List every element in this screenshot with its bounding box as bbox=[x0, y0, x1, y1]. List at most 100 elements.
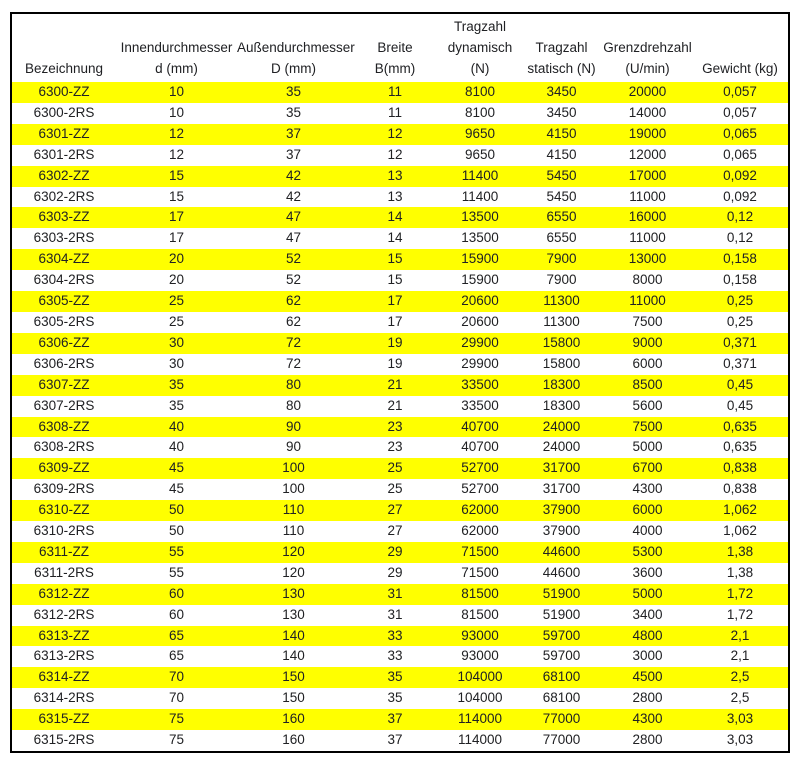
cell: 150 bbox=[282, 690, 305, 706]
table-row: 6309-2RS 45 100 25 52700 31700 4300 0,838 bbox=[11, 479, 789, 500]
cell: 27 bbox=[387, 523, 403, 539]
cell: 12 bbox=[168, 146, 185, 162]
cell: 6310-2RS bbox=[33, 523, 95, 539]
cell: 0,12 bbox=[726, 230, 754, 246]
cell: 6301-ZZ bbox=[11, 123, 116, 145]
table-row: 6306-2RS 30 72 19 29900 15800 6000 0,371 bbox=[11, 354, 789, 375]
cell: 15 bbox=[116, 165, 237, 187]
table-row: 6300-2RS 10 35 11 8100 3450 14000 0,057 bbox=[11, 103, 789, 124]
cell: 11000 bbox=[629, 230, 666, 246]
cell: 17 bbox=[387, 313, 403, 329]
cell: 0,057 bbox=[692, 82, 789, 103]
table-row: 6315-2RS 75 160 37 114000 77000 2800 3,03 bbox=[11, 730, 789, 752]
cell: 19 bbox=[350, 332, 440, 354]
cell: 100 bbox=[282, 481, 305, 497]
cell: 20 bbox=[116, 249, 237, 271]
cell: 6309-2RS bbox=[33, 481, 95, 497]
cell: 40700 bbox=[461, 439, 499, 455]
cell: 29 bbox=[350, 541, 440, 563]
cell: 14 bbox=[350, 207, 440, 229]
cell: 0,12 bbox=[692, 207, 789, 229]
cell: 5450 bbox=[546, 188, 577, 204]
cell: 35 bbox=[387, 690, 403, 706]
cell: 3600 bbox=[632, 564, 663, 580]
table-row: 6301-2RS 12 37 12 9650 4150 12000 0,065 bbox=[11, 145, 789, 166]
cell: 31700 bbox=[542, 481, 581, 497]
cell: 13 bbox=[350, 165, 440, 187]
cell: 35 bbox=[116, 374, 237, 396]
cell: 8100 bbox=[440, 82, 520, 103]
cell: 12 bbox=[116, 123, 237, 145]
cell: 6000 bbox=[632, 355, 663, 371]
cell: 23 bbox=[350, 416, 440, 438]
cell: 20000 bbox=[603, 82, 692, 103]
cell: 90 bbox=[285, 439, 302, 455]
cell: 60 bbox=[168, 606, 185, 622]
cell: 71500 bbox=[461, 564, 499, 580]
table-row: 6304-2RS 20 52 15 15900 7900 8000 0,158 bbox=[11, 270, 789, 291]
cell: 62000 bbox=[461, 523, 499, 539]
cell: 6303-ZZ bbox=[11, 207, 116, 229]
cell: 20 bbox=[168, 272, 185, 288]
cell: 0,635 bbox=[723, 439, 757, 455]
cell: 10 bbox=[116, 82, 237, 103]
cell: 6304-ZZ bbox=[11, 249, 116, 271]
cell: 52 bbox=[285, 272, 302, 288]
cell: 3400 bbox=[632, 606, 663, 622]
cell: 6305-ZZ bbox=[11, 291, 116, 312]
cell: 90 bbox=[237, 416, 350, 438]
cell: 2,1 bbox=[730, 648, 750, 664]
cell: 0,45 bbox=[726, 397, 754, 413]
cell: 114000 bbox=[457, 732, 503, 748]
cell: 0,057 bbox=[723, 104, 757, 120]
cell: 0,45 bbox=[692, 374, 789, 396]
cell: 6302-2RS bbox=[33, 188, 95, 204]
cell: 18300 bbox=[520, 374, 603, 396]
cell: 52700 bbox=[440, 458, 520, 480]
cell: 7900 bbox=[520, 249, 603, 271]
cell: 70 bbox=[116, 667, 237, 689]
bearing-spec-table-container: Bezeichnung Innendurchmesser d (mm) Auße… bbox=[10, 12, 790, 753]
cell: 6550 bbox=[520, 207, 603, 229]
table-row: 6306-ZZ 30 72 19 29900 15800 9000 0,371 bbox=[11, 332, 789, 354]
cell: 3450 bbox=[546, 104, 577, 120]
table-body: 6300-ZZ 10 35 11 8100 3450 20000 0,057 6300-2RS 1… bbox=[11, 82, 789, 752]
cell: 3000 bbox=[632, 648, 663, 664]
cell: 44600 bbox=[520, 541, 603, 563]
cell: 50 bbox=[116, 500, 237, 522]
table-row: 6301-ZZ 12 37 12 9650 4150 19000 0,065 bbox=[11, 123, 789, 145]
table-row: 6315-ZZ 75 160 37 114000 77000 4300 3,03 bbox=[11, 709, 789, 731]
cell: 70 bbox=[168, 690, 185, 706]
cell: 52 bbox=[237, 249, 350, 271]
cell: 62 bbox=[285, 313, 302, 329]
cell: 104000 bbox=[440, 667, 520, 689]
cell: 9000 bbox=[603, 332, 692, 354]
cell: 13000 bbox=[603, 249, 692, 271]
cell: 17 bbox=[350, 291, 440, 312]
cell: 68100 bbox=[542, 690, 581, 706]
cell: 6312-ZZ bbox=[11, 583, 116, 605]
cell: 11 bbox=[350, 82, 440, 103]
cell: 35 bbox=[285, 104, 302, 120]
column-header-innendurchmesser: Innendurchmesser d (mm) bbox=[120, 40, 233, 76]
cell: 11400 bbox=[461, 188, 499, 204]
cell: 50 bbox=[168, 523, 185, 539]
cell: 6311-ZZ bbox=[11, 541, 116, 563]
cell: 6303-2RS bbox=[33, 230, 95, 246]
cell: 11000 bbox=[629, 188, 666, 204]
cell: 77000 bbox=[542, 732, 581, 748]
cell: 68100 bbox=[520, 667, 603, 689]
cell: 160 bbox=[282, 732, 305, 748]
table-row: 6312-2RS 60 130 31 81500 51900 3400 1,72 bbox=[11, 605, 789, 626]
cell: 13500 bbox=[440, 207, 520, 229]
cell: 16000 bbox=[603, 207, 692, 229]
cell: 120 bbox=[282, 564, 305, 580]
cell: 6310-ZZ bbox=[11, 500, 116, 522]
cell: 0,065 bbox=[723, 146, 757, 162]
table-row: 6313-2RS 65 140 33 93000 59700 3000 2,1 bbox=[11, 646, 789, 667]
cell: 21 bbox=[350, 374, 440, 396]
cell: 4500 bbox=[603, 667, 692, 689]
cell: 12000 bbox=[628, 146, 667, 162]
cell: 12 bbox=[387, 146, 403, 162]
cell: 35 bbox=[237, 82, 350, 103]
